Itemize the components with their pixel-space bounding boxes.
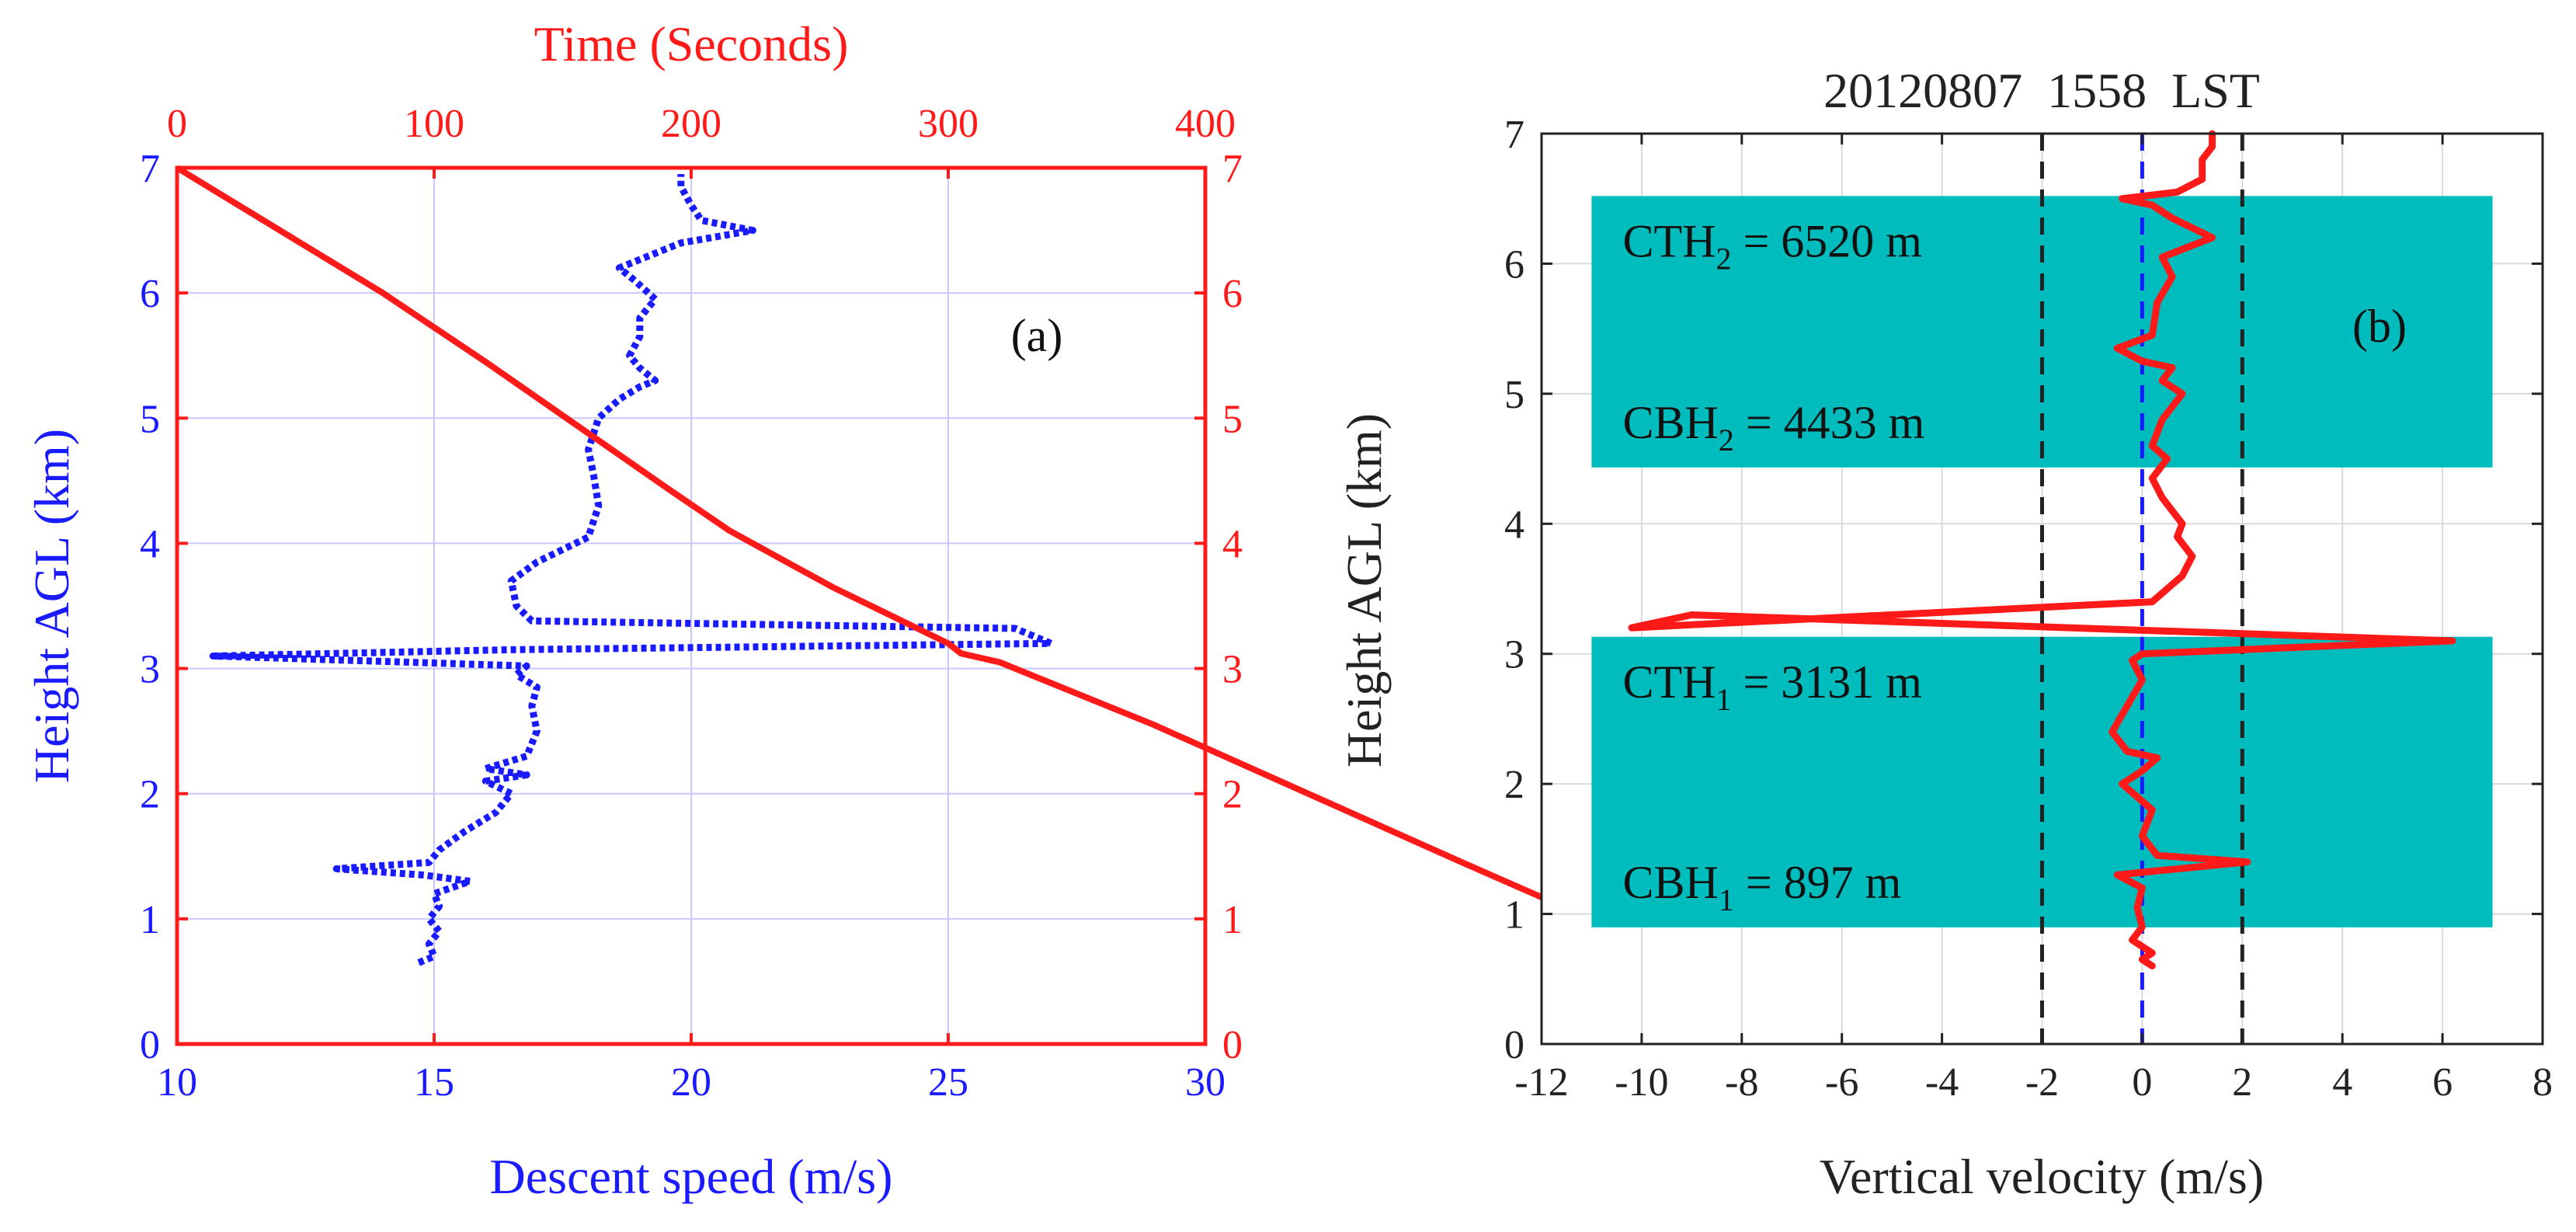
panel-b-y-tick-label: 6 [1504,242,1524,287]
panel-a-grid [176,167,1206,1045]
panel-a-bottom-tick-label: 25 [928,1060,968,1105]
panel-a-left-tick-label: 0 [140,1023,160,1067]
panel-a-top-tick-label: 300 [918,102,979,146]
panel-b-y-tick-label: 5 [1504,373,1524,417]
panel-b-y-tick-label: 1 [1504,893,1524,938]
panel-a-bottom-tick-label: 30 [1185,1060,1225,1105]
panel-a-left-tick-label: 7 [140,147,160,191]
panel-a-series [175,165,1695,966]
panel-a-top-tick-label: 200 [661,102,721,146]
vertical-velocity-line [1628,130,2456,969]
panel-a-left-axis-label: Height AGL (km) [24,429,79,783]
panel-a-left-tick-label: 6 [140,272,160,316]
cloud-top-height-lower: CTH1 = 3131 m [1622,656,1922,717]
panel-b-y-tick-label: 7 [1504,113,1524,157]
panel-a-bottom-tick-label: 10 [157,1060,197,1105]
panel-a-top-tick-label: 0 [167,102,187,146]
panel-b-y-tick-label: 0 [1504,1023,1524,1067]
panel-a: 10 15 20 25 300 100 200 300 4000123456701234567 … [24,16,1695,1204]
panel-a-right-tick-label: 1 [1222,898,1243,942]
panel-a-top-tick-label: 400 [1175,102,1236,146]
panel-b-x-tick-label: 2 [2232,1060,2252,1105]
panel-b-x-tick-label: 4 [2332,1060,2352,1105]
cloud-base-height-upper: CBH2 = 4433 m [1622,397,1924,458]
panel-a-right-tick-label: 5 [1222,397,1243,441]
cloud-base-height-lower: CBH1 = 897 m [1622,857,1901,917]
panel-a-left-tick-label: 5 [140,397,160,441]
panel-b-x-tick-label: 6 [2432,1060,2453,1105]
panel-a-right-tick-label: 3 [1222,648,1243,692]
panel-b-title: 20120807 1558 LST [1823,63,2260,118]
panel-b-ticks: -12 -10 -8 -6 -4 -2 0 2 4 6 8 0 1 2 3 4 5 6 7 [1504,113,2553,1105]
panel-a-right-tick-label: 4 [1222,522,1243,566]
panel-a-bottom-axis-label: Descent speed (m/s) [490,1149,893,1204]
panel-b-y-tick-label: 2 [1504,763,1524,807]
panel-b-label: (b) [2352,301,2407,352]
panel-a-left-tick-label: 1 [140,898,160,942]
panel-a-left-tick-label: 4 [140,522,160,566]
panel-a-right-tick-label: 7 [1222,147,1243,191]
panel-b-y-tick-label: 4 [1504,503,1524,547]
panel-a-right-tick-label: 2 [1222,773,1243,817]
panel-b-x-axis-label: Vertical velocity (m/s) [1820,1149,2264,1204]
panel-a-label: (a) [1011,310,1063,361]
panel-b-x-tick-label: 0 [2132,1060,2152,1105]
panel-b-x-tick-label: -4 [1925,1060,1959,1105]
panel-a-bottom-tick-label: 20 [671,1060,711,1105]
panel-b: -12 -10 -8 -6 -4 -2 0 2 4 6 8 0 1 2 3 4 5 6 7 CTH2 = 6520 … [1337,63,2553,1204]
panel-b-x-tick-label: -2 [2025,1060,2059,1105]
panel-b-annotations: CTH2 = 6520 m CBH2 = 4433 m CTH1 = 3131 m C… [1622,215,1924,917]
panel-a-right-tick-label: 0 [1222,1023,1243,1067]
panel-a-left-tick-label: 2 [140,773,160,817]
panel-b-x-tick-label: -8 [1725,1060,1758,1105]
panel-b-y-tick-label: 3 [1504,633,1524,677]
panel-a-right-tick-label: 6 [1222,272,1243,316]
panel-b-x-tick-label: -6 [1825,1060,1858,1105]
panel-a-top-tick-label: 100 [404,102,464,146]
panel-a-top-axis-label: Time (Seconds) [534,16,849,71]
cloud-top-height-upper: CTH2 = 6520 m [1622,215,1922,276]
panel-b-series [1628,130,2456,969]
time-line [175,165,1695,966]
panel-b-y-axis-label: Height AGL (km) [1337,413,1392,767]
panel-b-x-tick-label: 8 [2533,1060,2553,1105]
descent-speed-line [209,174,1055,966]
panel-a-left-tick-label: 3 [140,648,160,692]
panel-b-x-tick-label: -10 [1615,1060,1668,1105]
panel-b-x-tick-label: -12 [1514,1060,1568,1105]
panel-a-bottom-tick-label: 15 [414,1060,454,1105]
